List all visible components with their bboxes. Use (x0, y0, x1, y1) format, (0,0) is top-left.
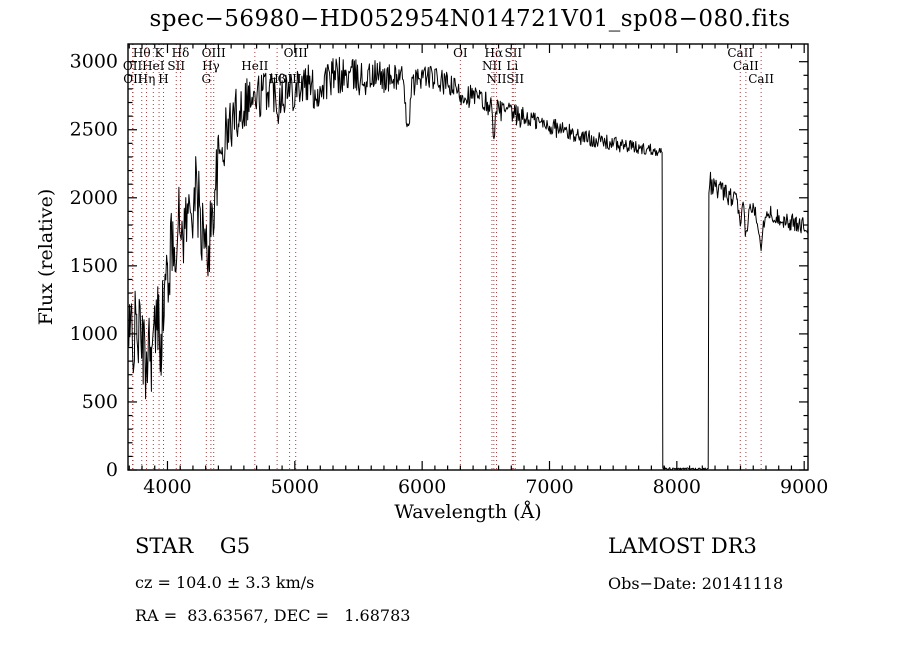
svg-text:500: 500 (82, 391, 118, 413)
svg-text:2000: 2000 (70, 187, 118, 209)
svg-text:G: G (202, 72, 212, 86)
spectrum-line (127, 56, 809, 471)
svg-text:HeII: HeII (241, 59, 268, 73)
svg-text:SII: SII (506, 72, 524, 86)
plot-title: spec−56980−HD052954N014721V01_sp08−080.f… (149, 6, 791, 32)
svg-text:OIII: OIII (202, 46, 226, 60)
svg-text:8000: 8000 (653, 476, 701, 498)
svg-text:SII: SII (504, 46, 522, 60)
axes: 4000 5000 6000 7000 8000 9000 0 500 1000 1500 2000… (70, 43, 828, 498)
svg-text:2500: 2500 (70, 119, 118, 141)
spectrum-plot: OIIOIIHθHηHeIKHSIIHδGHγOIIIHeIIHβOIIIOII… (35, 43, 828, 523)
svg-text:Hδ: Hδ (172, 46, 190, 60)
svg-text:CaII: CaII (748, 72, 774, 86)
obs-date-label: Obs−Date: 20141118 (608, 574, 784, 593)
radial-velocity-label: cz = 104.0 ± 3.3 km/s (135, 573, 315, 592)
svg-text:NII: NII (482, 59, 502, 73)
svg-text:Li: Li (506, 59, 518, 73)
svg-text:Hγ: Hγ (202, 59, 220, 73)
y-axis-label: Flux (relative) (35, 189, 57, 326)
feature-lines: OIIOIIHθHηHeIKHSIIHδGHγOIIIHeIIHβOIIIOII… (123, 44, 774, 470)
svg-text:OI: OI (453, 46, 468, 60)
ra-dec-label: RA = 83.63567, DEC = 1.68783 (135, 606, 411, 625)
svg-text:CaII: CaII (733, 59, 759, 73)
svg-text:H: H (158, 72, 168, 86)
svg-text:Hα: Hα (485, 46, 504, 60)
svg-text:Hη: Hη (138, 72, 156, 86)
svg-text:3000: 3000 (70, 51, 118, 73)
svg-text:1000: 1000 (70, 323, 118, 345)
survey-label: LAMOST DR3 (608, 534, 757, 558)
svg-text:SII: SII (167, 59, 185, 73)
svg-text:OIII: OIII (284, 46, 308, 60)
svg-text:1500: 1500 (70, 255, 118, 277)
svg-text:0: 0 (106, 459, 118, 481)
object-class-label: STAR G5 (135, 534, 251, 558)
svg-text:CaII: CaII (727, 46, 753, 60)
svg-text:NII: NII (487, 72, 507, 86)
svg-text:4000: 4000 (143, 476, 191, 498)
svg-text:5000: 5000 (271, 476, 319, 498)
svg-text:9000: 9000 (780, 476, 828, 498)
svg-text:K: K (155, 46, 165, 60)
svg-text:HeI: HeI (142, 59, 165, 73)
svg-text:6000: 6000 (398, 476, 446, 498)
svg-text:7000: 7000 (525, 476, 573, 498)
x-axis-label: Wavelength (Å) (394, 501, 541, 523)
